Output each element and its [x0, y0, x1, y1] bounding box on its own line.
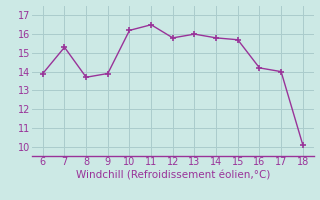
X-axis label: Windchill (Refroidissement éolien,°C): Windchill (Refroidissement éolien,°C) [76, 170, 270, 180]
